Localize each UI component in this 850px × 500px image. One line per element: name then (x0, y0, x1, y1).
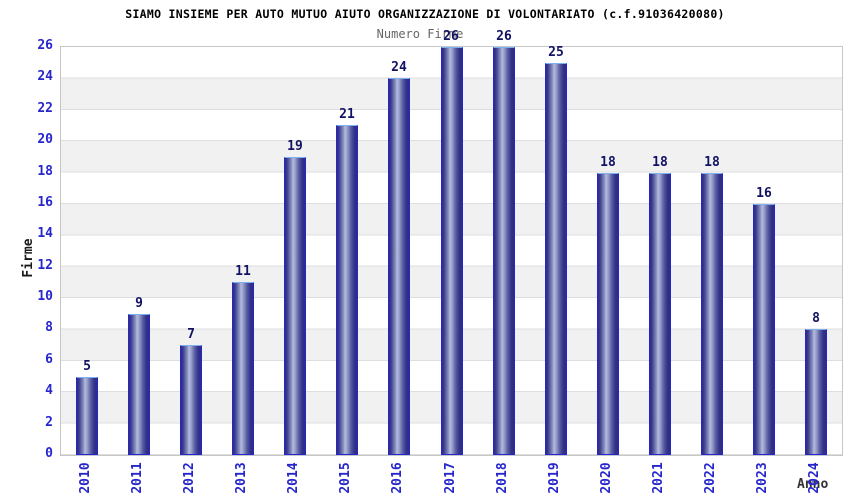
y-tick-label-2: 2 (45, 415, 53, 430)
x-tick-label-2010: 2010 (78, 462, 93, 494)
bar-value-label-2020: 18 (600, 155, 616, 170)
y-tick-label-20: 20 (37, 132, 53, 147)
x-tick-label-2017: 2017 (443, 462, 458, 494)
bar-2014 (284, 157, 306, 455)
bar-value-label-2021: 18 (652, 155, 668, 170)
bar-value-label-2023: 16 (756, 186, 772, 201)
bar-value-label-2018: 26 (496, 29, 512, 44)
bar-value-label-2017: 26 (443, 29, 459, 44)
bar-2022 (701, 173, 723, 455)
x-tick-label-2024: 2024 (807, 462, 822, 494)
x-tick-label-2014: 2014 (286, 462, 301, 494)
bar-value-label-2022: 18 (704, 155, 720, 170)
bar-value-label-2013: 11 (235, 264, 251, 279)
bar-2015 (336, 125, 358, 455)
plot-area: 5 9 7 11 19 21 24 26 26 25 18 18 18 16 8 (60, 29, 843, 456)
y-tick-label-8: 8 (45, 320, 53, 335)
y-tick-label-0: 0 (45, 446, 53, 461)
bar-2023 (753, 204, 775, 455)
x-tick-label-2021: 2021 (651, 462, 666, 494)
bar-2013 (232, 282, 254, 455)
bar-value-label-2010: 5 (83, 359, 91, 374)
x-tick-label-2012: 2012 (182, 462, 197, 494)
y-tick-label-14: 14 (37, 226, 53, 241)
bar-2016 (388, 78, 410, 455)
bar-2021 (649, 173, 671, 455)
bar-value-label-2012: 7 (187, 327, 195, 342)
y-tick-label-24: 24 (37, 69, 53, 84)
x-tick-label-2022: 2022 (703, 462, 718, 494)
y-tick-label-16: 16 (37, 195, 53, 210)
x-tick-label-2015: 2015 (338, 462, 353, 494)
bar-2017 (441, 47, 463, 455)
y-tick-label-10: 10 (37, 289, 53, 304)
x-tick-label-2020: 2020 (599, 462, 614, 494)
bar-value-label-2014: 19 (287, 139, 303, 154)
x-tick-label-2013: 2013 (234, 462, 249, 494)
y-tick-label-6: 6 (45, 352, 53, 367)
bar-2020 (597, 173, 619, 455)
bar-value-label-2024: 8 (812, 311, 820, 326)
x-tick-label-2019: 2019 (547, 462, 562, 494)
bar-2012 (180, 345, 202, 455)
y-tick-label-4: 4 (45, 383, 53, 398)
bar-value-label-2015: 21 (339, 107, 355, 122)
x-tick-label-2011: 2011 (130, 462, 145, 494)
bar-value-label-2011: 9 (135, 296, 143, 311)
bar-2011 (128, 314, 150, 455)
bar-value-label-2016: 24 (391, 60, 407, 75)
bar-value-label-2019: 25 (548, 45, 564, 60)
chart-subtitle: Numero Firme (376, 27, 464, 41)
bar-2010 (76, 377, 98, 455)
x-axis-title: Anno (797, 477, 829, 492)
bar-2024 (805, 329, 827, 455)
chart-title: SIAMO INSIEME PER AUTO MUTUO AIUTO ORGAN… (125, 7, 725, 21)
x-tick-label-2018: 2018 (495, 462, 510, 494)
y-tick-label-18: 18 (37, 164, 53, 179)
y-tick-label-22: 22 (37, 101, 53, 116)
y-tick-label-26: 26 (37, 38, 53, 53)
y-tick-label-12: 12 (37, 258, 53, 273)
x-tick-label-2023: 2023 (755, 462, 770, 494)
x-tick-label-2016: 2016 (390, 462, 405, 494)
bar-2018 (493, 47, 515, 455)
bar-2019 (545, 63, 567, 455)
